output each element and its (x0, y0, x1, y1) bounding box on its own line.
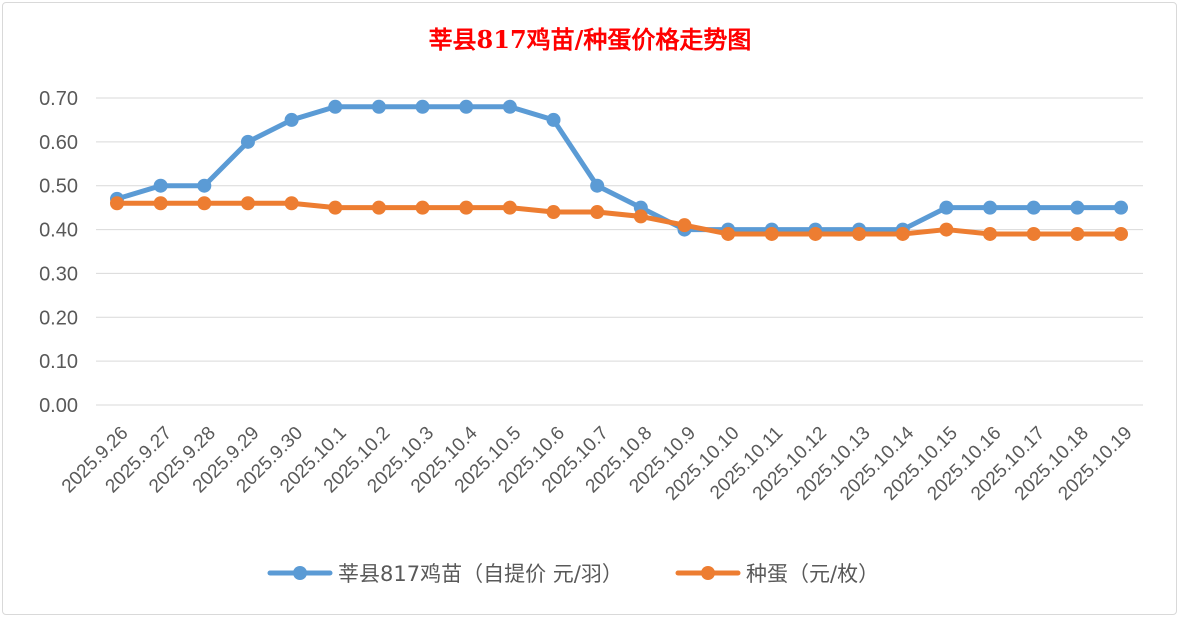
data-point-chick-price (502, 99, 517, 114)
data-point-chick-price (284, 112, 299, 127)
y-tick-label: 0.60 (39, 132, 78, 154)
y-tick-label: 0.00 (39, 395, 78, 417)
data-point-egg-price (546, 205, 561, 220)
y-tick-label: 0.10 (39, 351, 78, 373)
data-point-egg-price (895, 226, 910, 241)
data-point-chick-price (939, 200, 954, 215)
data-point-egg-price (1070, 226, 1085, 241)
data-point-chick-price (153, 178, 168, 193)
y-tick-label: 0.50 (39, 176, 78, 198)
legend: 莘县817鸡苗（自提价 元/羽） 种蛋（元/枚） (267, 562, 879, 586)
data-point-chick-price (546, 112, 561, 127)
data-point-egg-price (284, 196, 299, 211)
y-tick-label: 0.40 (39, 220, 78, 242)
data-point-egg-price (1114, 226, 1128, 241)
data-point-egg-price (590, 205, 605, 220)
data-point-egg-price (110, 196, 124, 211)
data-point-chick-price (1070, 200, 1085, 215)
y-tick-label: 0.20 (39, 307, 78, 329)
data-point-egg-price (808, 226, 823, 241)
data-point-egg-price (371, 200, 386, 215)
data-point-chick-price (983, 200, 998, 215)
data-point-egg-price (415, 200, 430, 215)
x-axis: 2025.9.262025.9.272025.9.282025.9.292025… (58, 422, 1137, 504)
data-point-chick-price (1026, 200, 1041, 215)
data-point-egg-price (939, 222, 954, 237)
data-point-egg-price (328, 200, 343, 215)
data-point-chick-price (371, 99, 386, 114)
data-point-egg-price (153, 196, 168, 211)
chart-title: 莘县817鸡苗/种蛋价格走势图 (429, 25, 752, 54)
data-point-chick-price (590, 178, 605, 193)
series-line-egg-price (114, 200, 1124, 237)
y-tick-label: 0.70 (39, 88, 78, 110)
legend-label-chick-price: 莘县817鸡苗（自提价 元/羽） (338, 562, 623, 586)
series-group (110, 99, 1128, 241)
data-point-egg-price (240, 196, 255, 211)
y-axis: 0.00 0.10 0.20 0.30 0.40 0.50 0.60 0.70 (39, 88, 78, 417)
data-point-egg-price (633, 209, 648, 224)
data-point-egg-price (1026, 226, 1041, 241)
data-point-egg-price (677, 218, 692, 233)
series-line-chick-price (114, 104, 1124, 233)
gridlines (96, 97, 1143, 406)
legend-marker-egg-price (701, 566, 715, 580)
data-point-egg-price (459, 200, 474, 215)
data-point-chick-price (415, 99, 430, 114)
data-point-chick-price (459, 99, 474, 114)
legend-marker-chick-price (293, 566, 307, 580)
data-point-chick-price (197, 178, 212, 193)
data-point-egg-price (983, 226, 998, 241)
data-point-egg-price (502, 200, 517, 215)
data-point-chick-price (328, 99, 343, 114)
data-point-egg-price (764, 226, 779, 241)
y-tick-label: 0.30 (39, 263, 78, 285)
legend-label-egg-price: 种蛋（元/枚） (746, 562, 879, 586)
data-point-egg-price (197, 196, 212, 211)
data-point-egg-price (852, 226, 867, 241)
data-point-egg-price (721, 226, 736, 241)
data-point-chick-price (240, 134, 255, 149)
data-point-chick-price (1114, 200, 1128, 215)
